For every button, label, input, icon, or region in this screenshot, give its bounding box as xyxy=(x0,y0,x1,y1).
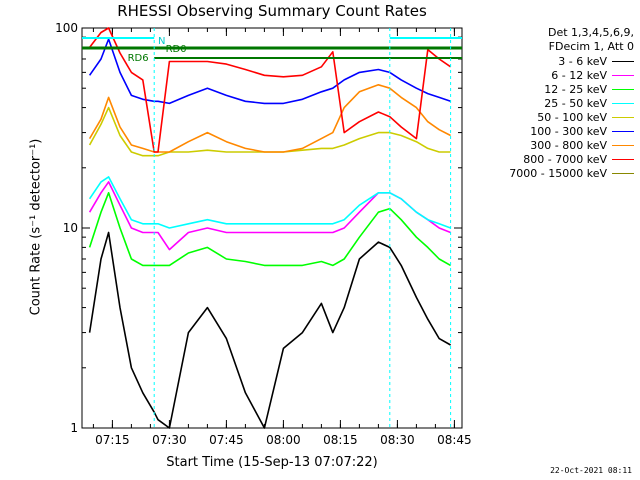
legend-entry: 12 - 25 keV xyxy=(468,82,634,96)
annotation-rd6: RD6 xyxy=(128,53,149,64)
legend-entry-label: 800 - 7000 keV xyxy=(523,152,607,166)
x-axis-label: Start Time (15-Sep-13 07:07:22) xyxy=(166,455,378,470)
series-line-2 xyxy=(88,192,451,267)
legend-swatch xyxy=(612,130,634,132)
legend-entry: 50 - 100 keV xyxy=(468,110,634,124)
legend-swatch xyxy=(612,144,634,146)
annotation-rd0: RD0 xyxy=(166,44,187,55)
legend-entry: 25 - 50 keV xyxy=(468,96,634,110)
x-tick-label-5: 08:30 xyxy=(380,433,415,447)
series-group xyxy=(88,27,452,429)
legend-entry: 800 - 7000 keV xyxy=(468,152,634,166)
annotation-n: N xyxy=(158,36,165,47)
legend-swatch xyxy=(612,60,634,62)
legend-entry-label: 100 - 300 keV xyxy=(530,124,607,138)
plot-frame xyxy=(81,27,463,429)
annotation-group: N RD6 RD0 xyxy=(82,28,462,428)
legend-entry: 300 - 800 keV xyxy=(468,138,634,152)
series-line-0 xyxy=(88,231,451,429)
series-line-7 xyxy=(88,27,452,153)
legend-header-line-2: FDecim 1, Att 0 xyxy=(548,40,634,53)
y-axis-label: Count Rate (s⁻¹ detector⁻¹) xyxy=(28,138,44,316)
legend-swatch xyxy=(612,158,634,160)
series-line-5 xyxy=(88,38,451,105)
legend-swatch xyxy=(612,74,634,76)
y-tick-label-2: 100 xyxy=(55,21,78,35)
legend-entry: 100 - 300 keV xyxy=(468,124,634,138)
legend-entry-label: 300 - 800 keV xyxy=(530,138,607,152)
legend-swatch xyxy=(612,172,634,174)
legend-entry: 6 - 12 keV xyxy=(468,68,634,82)
x-tick-label-0: 07:15 xyxy=(95,433,130,447)
legend-swatch xyxy=(612,116,634,118)
generation-timestamp: 22-Oct-2021 08:11 xyxy=(550,466,632,475)
x-tick-label-3: 08:00 xyxy=(266,433,301,447)
x-tick-label-6: 08:45 xyxy=(437,433,472,447)
legend-header-line-1: Det 1,3,4,5,6,9, xyxy=(547,26,634,39)
series-line-6 xyxy=(88,84,451,153)
x-tick-label-4: 08:15 xyxy=(323,433,358,447)
legend-entry: 7000 - 15000 keV xyxy=(468,166,634,180)
legend-entry-label: 6 - 12 keV xyxy=(551,68,607,82)
y-tick-label-0: 1 xyxy=(70,421,78,435)
legend-entries: 3 - 6 keV 6 - 12 keV 12 - 25 keV 25 - 50 ke… xyxy=(468,54,634,180)
tick-group: 07:15 07:30 07:45 08:00 08:15 08:30 08:45 1 10 10… xyxy=(55,21,472,447)
legend-entry: 3 - 6 keV xyxy=(468,54,634,68)
legend-entry-label: 3 - 6 keV xyxy=(558,54,607,68)
legend-entry-label: 25 - 50 keV xyxy=(544,96,607,110)
y-tick-label-1: 10 xyxy=(63,221,78,235)
x-tick-label-1: 07:30 xyxy=(152,433,187,447)
legend-entry-label: 12 - 25 keV xyxy=(544,82,607,96)
legend-entry-label: 50 - 100 keV xyxy=(537,110,607,124)
legend-swatch xyxy=(612,88,634,90)
legend-swatch xyxy=(612,102,634,104)
legend-entry-label: 7000 - 15000 keV xyxy=(509,166,607,180)
series-line-3 xyxy=(88,176,451,229)
legend: Det 1,3,4,5,6,9, FDecim 1, Att 0 3 - 6 k… xyxy=(468,26,634,180)
x-tick-label-2: 07:45 xyxy=(209,433,244,447)
chart-title: RHESSI Observing Summary Count Rates xyxy=(117,2,427,20)
